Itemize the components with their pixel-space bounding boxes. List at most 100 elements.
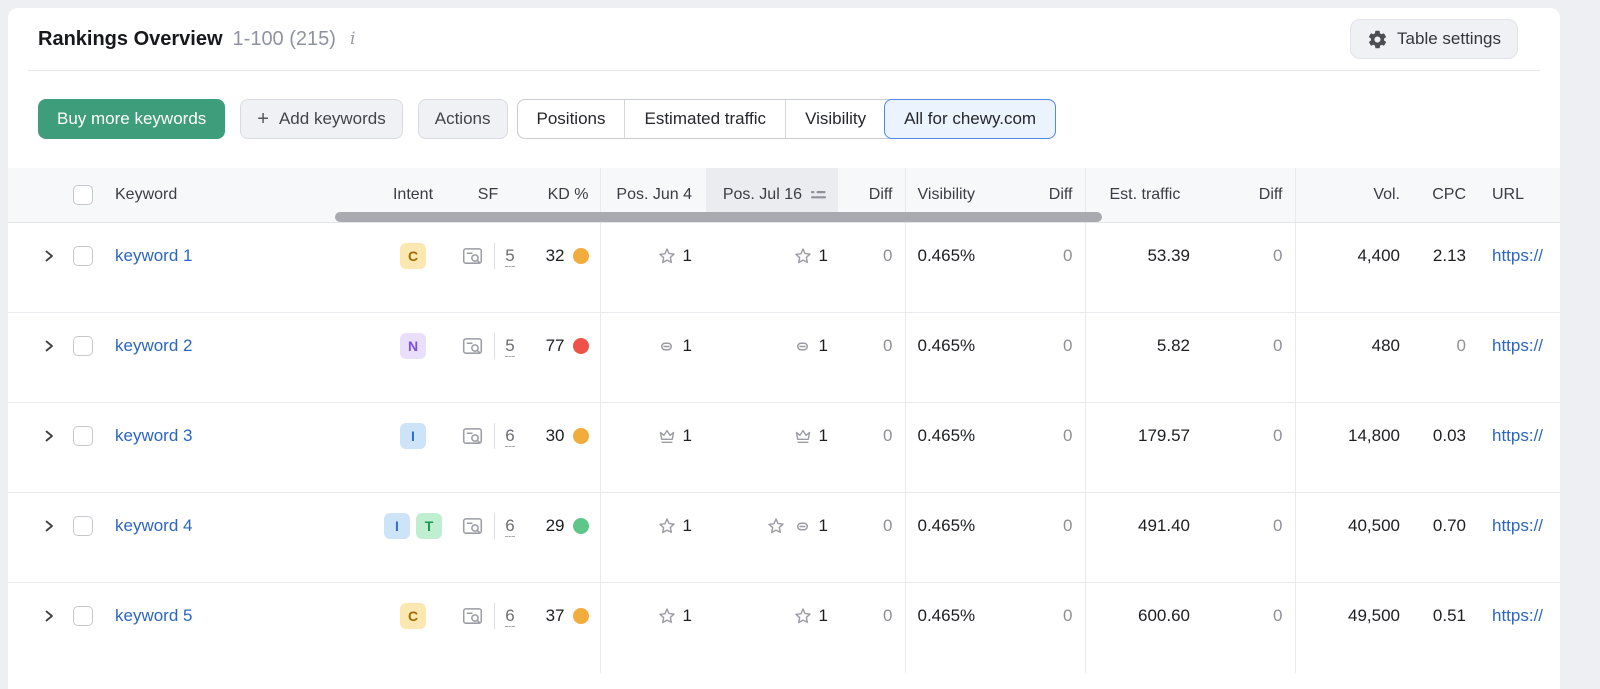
sf-count[interactable]: 6 <box>505 605 515 628</box>
est-traffic-diff-value: 0 <box>1273 426 1283 445</box>
column-header-cpc[interactable]: CPC <box>1410 168 1480 223</box>
intent-badge-informational: I <box>384 513 410 539</box>
row-checkbox[interactable] <box>73 426 93 446</box>
position-value: 1 <box>818 426 828 445</box>
cpc-value: 0.51 <box>1432 606 1466 625</box>
url-link[interactable]: https:// <box>1492 516 1544 535</box>
horizontal-scrollbar-thumb[interactable] <box>335 212 1102 222</box>
position-value: 1 <box>682 246 692 265</box>
sf-count[interactable]: 5 <box>505 335 515 358</box>
expand-row-chevron-icon[interactable] <box>42 339 56 353</box>
pos-jul-cell: 1 <box>706 504 838 548</box>
tab-estimated-traffic[interactable]: Estimated traffic <box>624 100 785 138</box>
expand-row-chevron-icon[interactable] <box>42 609 56 623</box>
position-value: 1 <box>818 606 828 625</box>
tab-visibility[interactable]: Visibility <box>785 100 885 138</box>
table-row: keyword 5 C 6 37 1 1 0 0.465% 0 600.60 0… <box>8 582 1560 673</box>
est-traffic-diff-value: 0 <box>1273 246 1283 265</box>
est-traffic-diff-value: 0 <box>1273 336 1283 355</box>
visibility-diff-value: 0 <box>1063 516 1073 535</box>
pos-jun-cell: 1 <box>601 504 707 548</box>
intent-badge-commercial: C <box>400 603 426 629</box>
row-checkbox[interactable] <box>73 516 93 536</box>
column-header-diff-est-traffic[interactable]: Diff <box>1210 168 1295 223</box>
sf-count[interactable]: 6 <box>505 515 515 538</box>
keyword-link[interactable]: keyword 1 <box>115 246 193 265</box>
tab-positions[interactable]: Positions <box>536 109 606 128</box>
cpc-value: 0.03 <box>1432 426 1466 445</box>
buy-more-keywords-button[interactable]: Buy more keywords <box>38 99 226 139</box>
keyword-link[interactable]: keyword 4 <box>115 516 193 535</box>
volume-value: 480 <box>1371 336 1400 355</box>
row-checkbox[interactable] <box>73 336 93 356</box>
position-value: 1 <box>682 516 692 535</box>
add-keywords-label: Add keywords <box>278 109 386 128</box>
table-settings-label: Table settings <box>1397 29 1501 48</box>
position-diff-value: 0 <box>883 246 893 265</box>
column-header-est-traffic[interactable]: Est. traffic <box>1084 168 1210 223</box>
keyword-link[interactable]: keyword 2 <box>115 336 193 355</box>
star-icon <box>766 516 786 536</box>
column-header-keyword[interactable]: Keyword <box>104 168 378 223</box>
visibility-value: 0.465% <box>917 606 976 625</box>
column-header-url[interactable]: URL <box>1480 168 1560 223</box>
est-traffic-value: 179.57 <box>1138 426 1190 445</box>
title-divider <box>28 70 1540 71</box>
url-link[interactable]: https:// <box>1492 426 1544 445</box>
position-value: 1 <box>818 246 828 265</box>
expand-row-chevron-icon[interactable] <box>42 519 56 533</box>
url-link[interactable]: https:// <box>1492 246 1544 265</box>
toolbar: Buy more keywords + Add keywords Actions… <box>8 70 1560 139</box>
kd-level-dot <box>572 518 589 534</box>
column-header-volume[interactable]: Vol. <box>1294 168 1410 223</box>
actions-button[interactable]: Actions <box>417 99 508 139</box>
add-keywords-button[interactable]: + Add keywords <box>240 99 403 139</box>
keyword-link[interactable]: keyword 5 <box>115 606 193 625</box>
row-checkbox[interactable] <box>73 246 93 266</box>
visibility-value: 0.465% <box>917 516 976 535</box>
pos-jul-cell: 1 <box>706 414 838 458</box>
serp-features-icon <box>461 516 484 537</box>
sf-count[interactable]: 5 <box>505 245 515 268</box>
visibility-value: 0.465% <box>917 426 976 445</box>
kd-value: 77 <box>545 336 565 355</box>
expand-row-chevron-icon[interactable] <box>42 249 56 263</box>
serp-features-icon <box>461 246 484 267</box>
sf-divider <box>494 423 496 449</box>
volume-value: 49,500 <box>1348 606 1400 625</box>
volume-value: 40,500 <box>1348 516 1400 535</box>
keyword-link[interactable]: keyword 3 <box>115 426 193 445</box>
expand-row-chevron-icon[interactable] <box>42 429 56 443</box>
intent-badges: C <box>400 603 426 629</box>
url-link[interactable]: https:// <box>1492 606 1544 625</box>
star-icon <box>657 246 677 266</box>
pos-jun-cell: 1 <box>601 414 707 458</box>
position-diff-value: 0 <box>883 606 893 625</box>
kd-value: 30 <box>545 426 565 445</box>
est-traffic-value: 5.82 <box>1156 336 1190 355</box>
volume-value: 4,400 <box>1357 246 1400 265</box>
sf-divider <box>494 243 496 269</box>
est-traffic-value: 491.40 <box>1138 516 1190 535</box>
url-link[interactable]: https:// <box>1492 336 1544 355</box>
crown-icon <box>657 426 677 446</box>
visibility-diff-value: 0 <box>1063 246 1073 265</box>
cpc-value: 2.13 <box>1432 246 1466 265</box>
column-header-select <box>68 168 104 223</box>
pos-jul-cell: 1 <box>706 324 838 368</box>
position-value: 1 <box>682 336 692 355</box>
star-icon <box>657 606 677 626</box>
select-all-checkbox[interactable] <box>73 185 93 205</box>
position-diff-value: 0 <box>883 516 893 535</box>
position-diff-value: 0 <box>883 336 893 355</box>
info-icon[interactable]: i <box>349 29 356 49</box>
column-header-expander <box>8 168 68 223</box>
est-traffic-value: 53.39 <box>1147 246 1190 265</box>
tab-all-for-domain[interactable]: All for chewy.com <box>884 99 1057 139</box>
table-settings-button[interactable]: Table settings <box>1350 19 1518 59</box>
position-value: 1 <box>818 516 828 535</box>
sf-count[interactable]: 6 <box>505 425 515 448</box>
row-checkbox[interactable] <box>73 606 93 626</box>
